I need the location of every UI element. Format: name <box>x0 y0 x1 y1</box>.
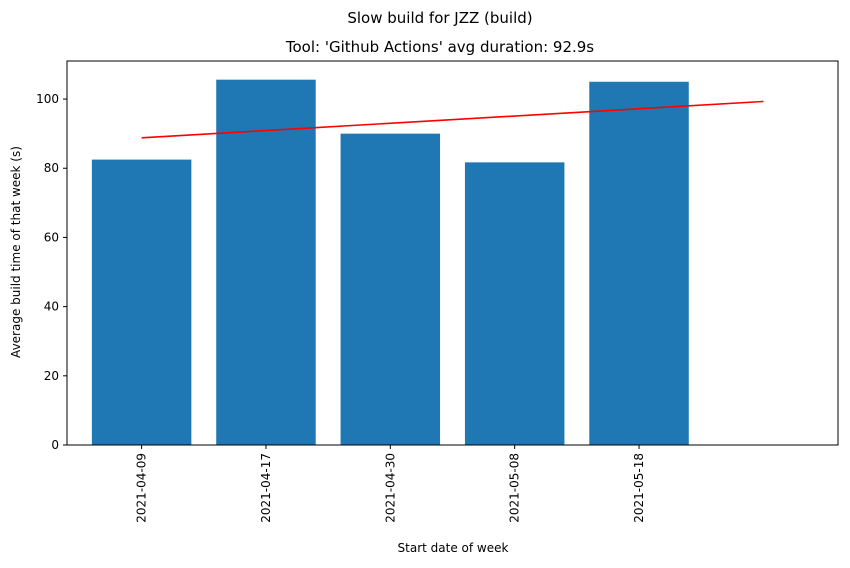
y-tick-label: 80 <box>44 161 59 175</box>
chart-suptitle: Slow build for JZZ (build) <box>347 9 532 27</box>
trend-line <box>141 100 764 139</box>
y-tick-label: 0 <box>51 438 59 452</box>
trend-line-group <box>141 100 764 139</box>
y-tick-label: 20 <box>44 369 59 383</box>
bar <box>91 159 192 445</box>
bar <box>589 81 689 445</box>
plot-frame <box>66 60 839 446</box>
bar <box>216 79 316 445</box>
x-axis: 2021-04-09 2021-04-17 2021-04-30 2021-05-08… <box>135 445 646 523</box>
x-tick-label: 2021-04-09 <box>135 453 149 523</box>
x-axis-label: Start date of week <box>398 541 509 555</box>
bar <box>340 133 441 445</box>
chart-title: Tool: 'Github Actions' avg duration: 92.… <box>285 38 594 56</box>
y-tick-label: 100 <box>36 92 59 106</box>
y-axis: 0 20 40 60 80 100 <box>36 92 67 452</box>
x-tick-label: 2021-04-17 <box>259 453 273 523</box>
x-tick-label: 2021-05-18 <box>632 453 646 523</box>
x-tick-label: 2021-05-08 <box>508 453 522 523</box>
y-tick-label: 60 <box>44 230 59 244</box>
x-tick-label: 2021-04-30 <box>383 453 397 523</box>
bars <box>91 79 689 445</box>
y-tick-label: 40 <box>44 300 59 314</box>
bar <box>464 162 565 445</box>
y-axis-label: Average build time of that week (s) <box>9 146 23 358</box>
